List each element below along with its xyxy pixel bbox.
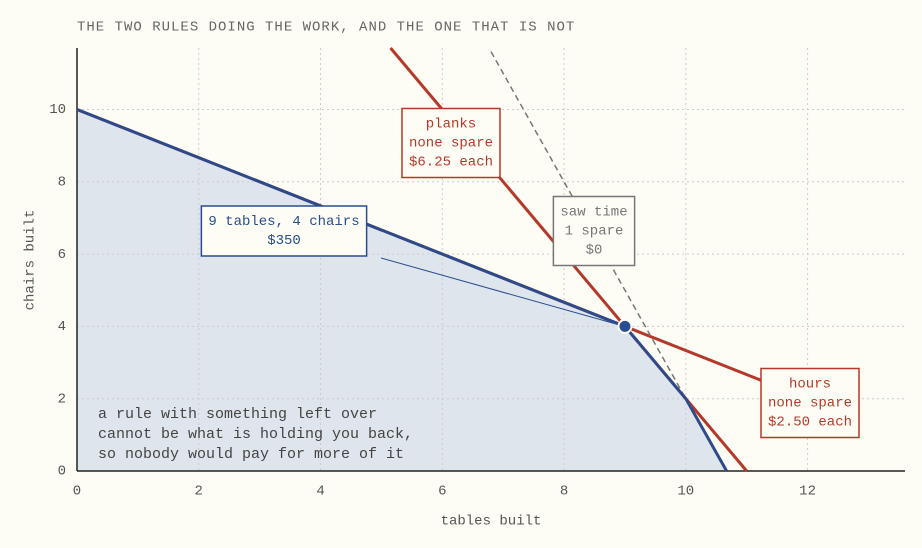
constraint-label: $0 [586,243,603,259]
x-tick-label: 12 [799,484,816,500]
note: so nobody would pay for more of it [98,446,404,463]
constraint-label: hours [789,377,831,393]
optimum-box [200,205,368,257]
x-tick-label: 4 [316,484,324,500]
x-tick-label: 6 [438,484,446,500]
constraint-label: 1 spare [565,224,624,240]
y-tick-label: 2 [58,391,66,407]
y-tick-label: 6 [58,247,66,263]
y-tick-label: 10 [49,102,66,118]
x-tick-label: 10 [677,484,694,500]
y-tick-label: 8 [58,174,66,190]
leader-line [380,257,622,326]
constraint-box [760,367,860,439]
optimum-label: 9 tables, 4 chairs [208,214,359,230]
x-tick-label: 2 [195,484,203,500]
constraint-label: none spare [409,136,493,152]
constraint-label: $6.25 each [409,155,493,171]
constraint-label: none spare [768,396,852,412]
optimum-label: $350 [267,233,301,249]
constraint-label: saw time [560,205,627,221]
y-tick-label: 0 [58,464,66,480]
x-tick-label: 8 [560,484,568,500]
chart-title: THE TWO RULES DOING THE WORK, AND THE ON… [77,20,575,36]
optimum-point [617,318,633,334]
y-axis-label: chairs built [23,210,39,311]
constraint-box [401,107,501,179]
x-tick-label: 0 [73,484,81,500]
constraint-label: planks [426,117,476,133]
note: a rule with something left over [98,406,377,423]
constraint-line [490,51,687,400]
constraint-label: $2.50 each [768,415,852,431]
constraint-box [552,195,636,267]
x-axis-label: tables built [441,514,542,530]
y-tick-label: 4 [58,319,66,335]
feasible-region [77,109,727,471]
note: cannot be what is holding you back, [98,426,413,443]
